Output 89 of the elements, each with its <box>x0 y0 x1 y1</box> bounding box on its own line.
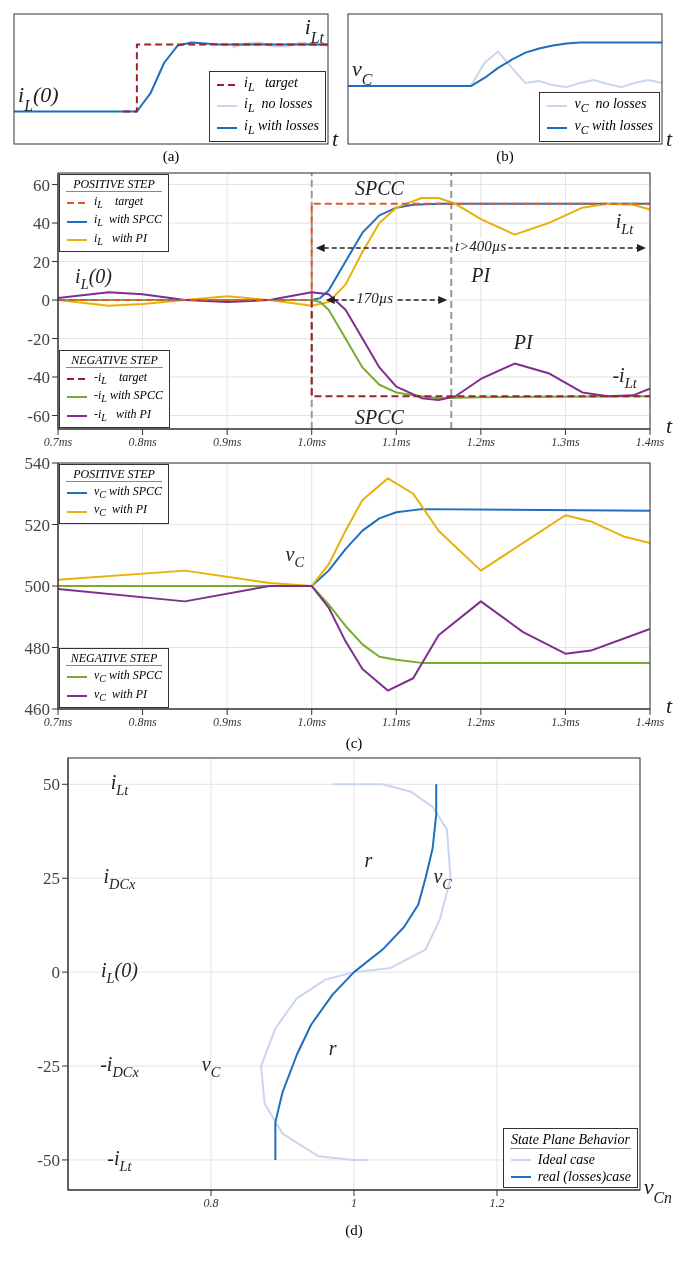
y-tick-label: -25 <box>37 1057 60 1077</box>
y-tick-label: 50 <box>43 775 60 795</box>
legend-label: real (losses)case <box>537 1168 631 1185</box>
x-axis-title: t <box>331 126 339 151</box>
annotation: PI <box>470 263 492 286</box>
annotation: PI <box>512 330 535 353</box>
x-tick-label: 0.7ms <box>43 434 73 449</box>
x-tick-label: 1.4ms <box>635 434 665 449</box>
annotation: -i$_{DCx}$ <box>100 1052 140 1081</box>
y-tick-label: -40 <box>27 368 50 388</box>
legend-label: v$_{C}$ no losses <box>574 95 647 118</box>
annotation: v$_{C}$ <box>433 864 453 893</box>
annotation: -i$_{Lt}$ <box>107 1146 133 1175</box>
legend-label: i$_{L}$ with PI <box>94 230 147 250</box>
annotation: POSITIVE STEP <box>73 467 155 481</box>
x-tick-label: 1.3ms <box>551 434 580 449</box>
y-tick-label: -50 <box>37 1150 60 1170</box>
annotation: i$_{Lt}$ <box>615 209 635 238</box>
x-tick-label: 0.7ms <box>43 714 73 729</box>
legend-label: Ideal case <box>537 1151 595 1168</box>
text: -i$_{L}$ target <box>94 369 148 387</box>
annotation: -i$_{Lt}$ <box>612 363 638 392</box>
y-tick-label: 0 <box>51 963 60 983</box>
text: (d) <box>345 1222 363 1238</box>
legend-title: State Plane Behavior <box>510 1132 630 1147</box>
y-tick-label: -60 <box>27 406 50 426</box>
annotation: v$_{C}$ <box>352 56 373 88</box>
text: (b) <box>496 148 514 164</box>
x-tick-label: 1.2ms <box>466 714 496 729</box>
text: i$_{L}$ target <box>94 194 144 211</box>
y-tick-label: -20 <box>27 329 50 349</box>
annotation: i$_{L}$(0) <box>75 264 113 293</box>
text: (c) <box>345 735 363 751</box>
x-tick-label: 1.4ms <box>635 714 665 729</box>
y-tick-label: 40 <box>33 214 50 234</box>
annotation: v$_{C}$ <box>201 1052 221 1081</box>
x-tick-label: 1.2 <box>489 1195 505 1210</box>
x-tick-label: 0.9ms <box>212 434 242 449</box>
y-tick-label: 480 <box>24 638 50 658</box>
x-tick-label: 1 <box>351 1195 357 1210</box>
y-tick-label: 20 <box>33 252 50 272</box>
text: (a) <box>162 148 180 164</box>
legend-label: i$_{L}$ no losses <box>244 95 313 118</box>
line-series <box>58 585 650 664</box>
x-axis-title: v$_{Cn}$ <box>643 1174 673 1206</box>
x-tick-label: 1.0ms <box>297 714 327 729</box>
x-tick-label: 1.3ms <box>551 714 580 729</box>
y-tick-label: 60 <box>33 175 50 195</box>
line-series <box>58 477 650 587</box>
annotation: r <box>364 848 373 871</box>
x-tick-label: 0.8 <box>203 1195 219 1210</box>
x-axis-title: t <box>665 693 673 718</box>
y-tick-label: 520 <box>24 515 50 535</box>
legend-label: v$_{C}$ with PI <box>94 502 147 521</box>
x-tick-label: 1.1ms <box>382 434 411 449</box>
annotation: i$_{L}$(0) <box>101 958 139 987</box>
annotation: i$_{Lt}$ <box>110 770 130 799</box>
annotation: SPCC <box>355 177 405 199</box>
x-tick-label: 1.1ms <box>382 714 411 729</box>
legend-label: v$_{C}$ with SPCC <box>94 484 163 503</box>
legend-label: i$_{L}$ target <box>244 73 298 96</box>
y-tick-label: 500 <box>24 577 50 597</box>
legend-label: v$_{C}$ with losses <box>574 117 653 139</box>
x-tick-label: 0.8ms <box>128 714 158 729</box>
annotation: NEGATIVE STEP <box>71 352 158 367</box>
annotation: NEGATIVE STEP <box>70 651 158 666</box>
x-tick-label: 0.9ms <box>212 714 242 729</box>
x-tick-label: 1.2ms <box>466 434 496 449</box>
annotation: i$_{L}$(0) <box>18 81 59 113</box>
x-tick-label: 1.0ms <box>297 434 327 449</box>
annotation: i$_{Lt}$ <box>304 14 325 46</box>
legend-label: -i$_{L}$ with PI <box>94 406 151 425</box>
y-tick-label: 25 <box>43 869 60 889</box>
x-axis-title: t <box>665 413 673 438</box>
legend-label: v$_{C}$ with PI <box>94 686 147 705</box>
y-tick-label: 0 <box>41 291 50 311</box>
legend-label: i$_{L}$ with losses <box>244 117 319 139</box>
legend-label: v$_{C}$ with SPCC <box>94 668 163 687</box>
annotation: t>400µs <box>455 238 507 255</box>
annotation: i$_{DCx}$ <box>103 864 137 893</box>
annotation: v$_{C}$ <box>285 543 305 571</box>
x-axis-title: t <box>665 126 673 151</box>
annotation: r <box>328 1036 337 1059</box>
y-tick-label: 540 <box>24 454 50 474</box>
legend-label: -i$_{L}$ with SPCC <box>94 388 163 407</box>
legend-label: i$_{L}$ with SPCC <box>94 212 162 231</box>
annotation: POSITIVE STEP <box>73 177 155 191</box>
x-tick-label: 0.8ms <box>128 434 158 449</box>
annotation: SPCC <box>355 405 405 428</box>
